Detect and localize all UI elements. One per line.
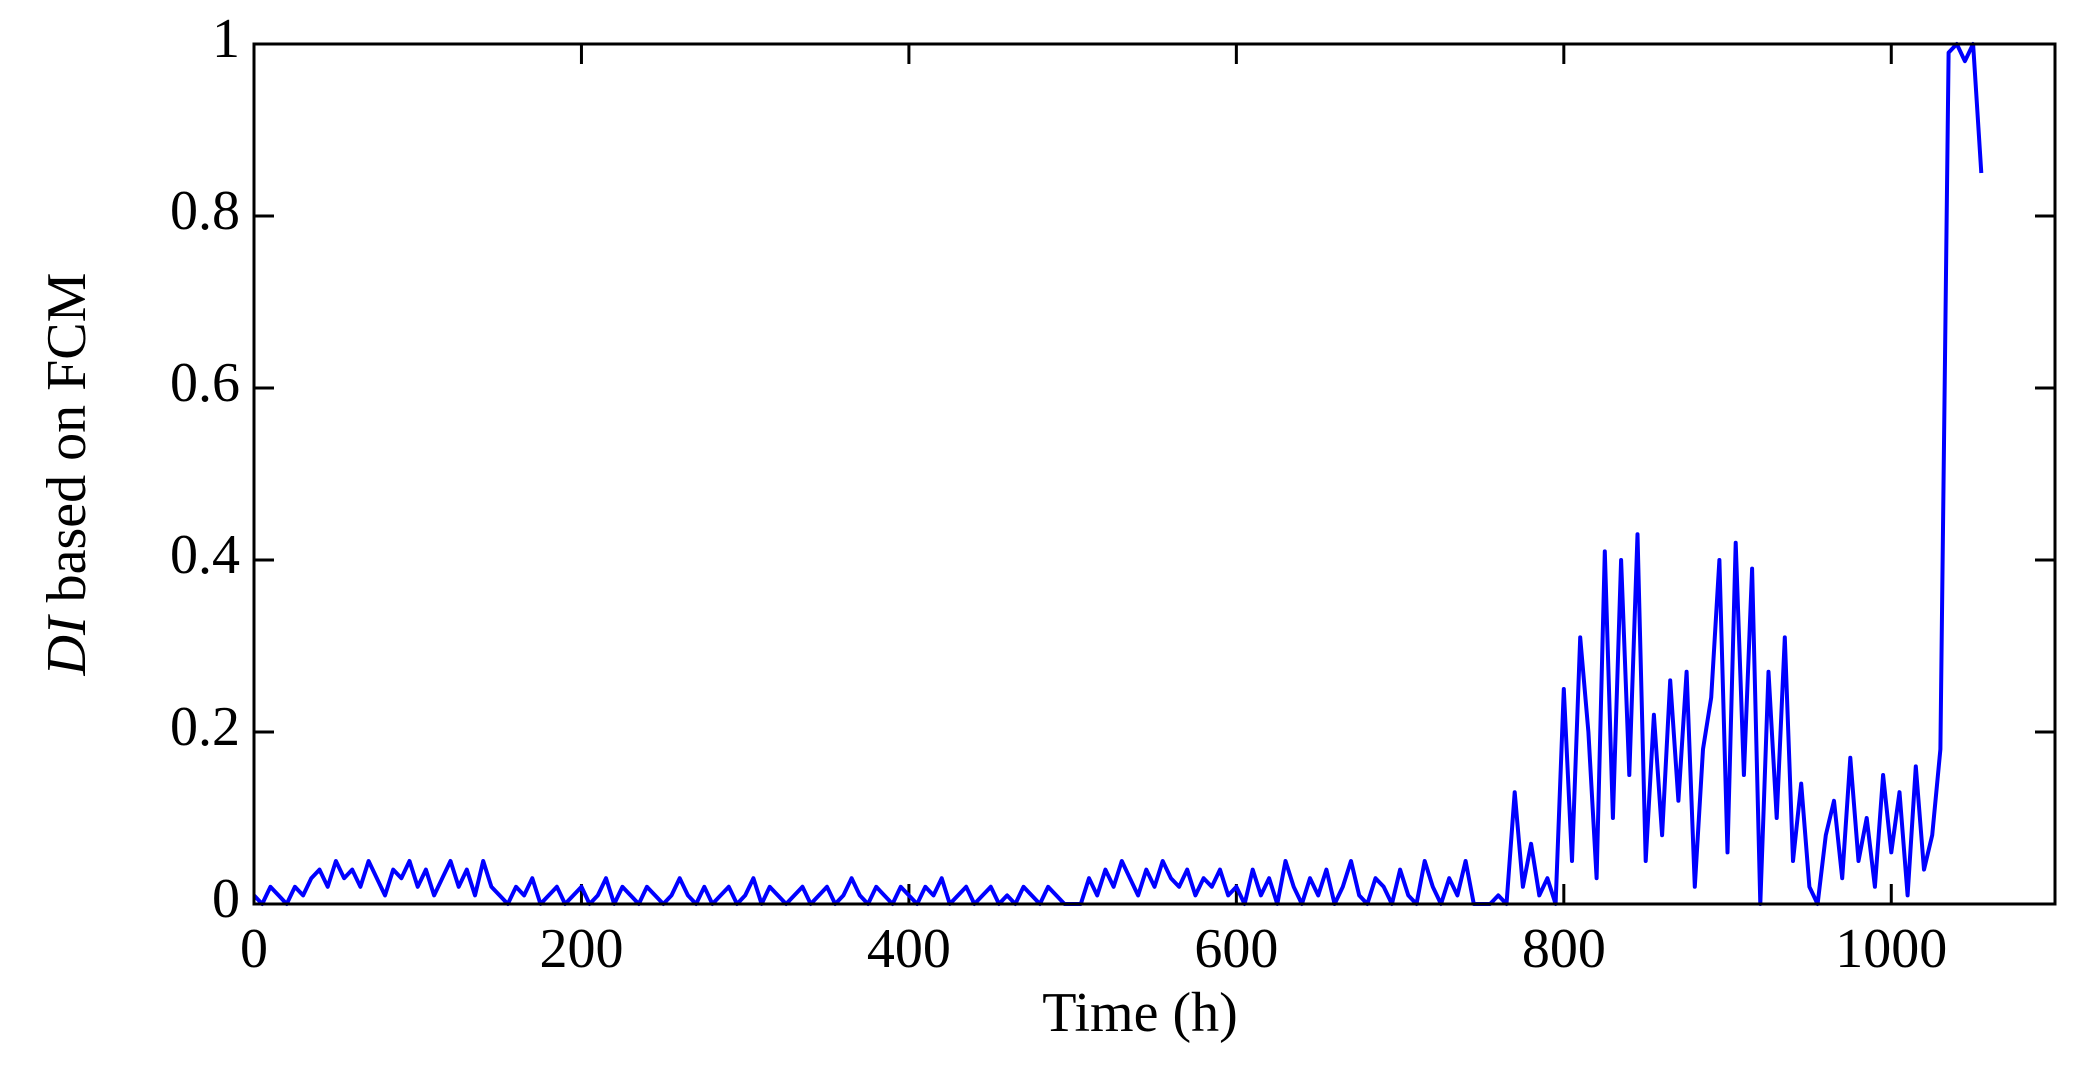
y-axis-label: DI based on FCM	[36, 273, 98, 677]
x-tick-label: 1000	[1835, 918, 1947, 980]
y-axis-label-rest: based on FCM	[36, 273, 98, 617]
x-tick-label: 600	[1194, 918, 1278, 980]
x-axis-label: Time (h)	[1042, 982, 1238, 1044]
x-tick-label: 0	[240, 918, 268, 980]
x-tick-label: 200	[539, 918, 623, 980]
plot-frame	[252, 42, 2057, 906]
y-tick-label: 1	[212, 8, 240, 70]
y-tick-label: 0.6	[170, 352, 240, 414]
data-line	[252, 42, 1984, 906]
x-tick-label: 400	[867, 918, 951, 980]
y-tick-label: 0.2	[170, 696, 240, 758]
y-tick-label: 0.4	[170, 524, 240, 586]
y-tick-label: 0	[212, 868, 240, 930]
y-tick-label: 0.8	[170, 180, 240, 242]
y-axis-label-italic: DI	[36, 614, 98, 676]
x-tick-label: 800	[1522, 918, 1606, 980]
